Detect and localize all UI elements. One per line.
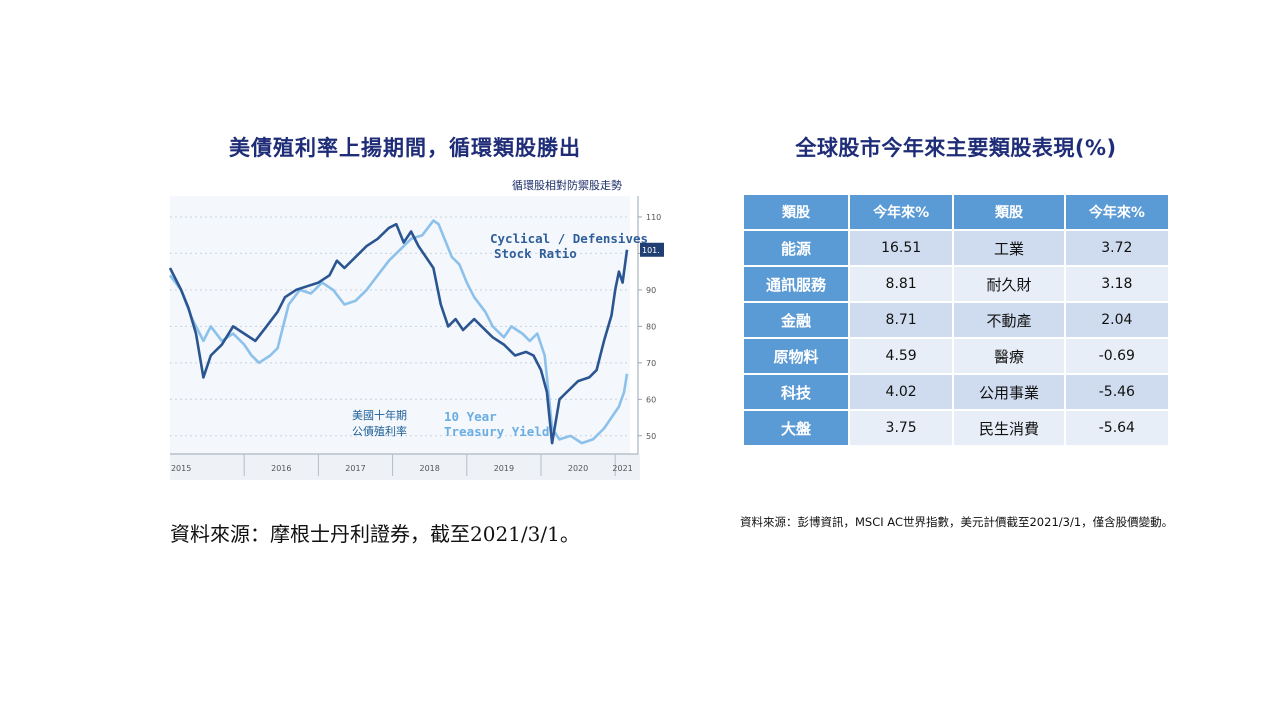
sector-ytd: -0.69 [1063, 337, 1171, 375]
table-row: 能源 16.51 工業 3.72 [742, 229, 1171, 267]
sector-ytd: 16.51 [847, 229, 955, 267]
current-value-label: 101. [642, 246, 660, 255]
sector-ytd: -5.46 [1063, 373, 1171, 411]
header-ytd-1: 今年來% [847, 193, 955, 231]
sector-name: 金融 [742, 301, 850, 339]
sector-name: 工業 [952, 229, 1066, 267]
sector-name: 科技 [742, 373, 850, 411]
left-source-note: 資料來源：摩根士丹利證券，截至2021/3/1。 [170, 522, 580, 546]
plot-background [170, 196, 630, 454]
sector-ytd: 3.18 [1063, 265, 1171, 303]
sector-ytd: 4.59 [847, 337, 955, 375]
sector-name: 通訊服務 [742, 265, 850, 303]
table-header-row: 類股 今年來% 類股 今年來% [742, 193, 1171, 231]
table-row: 原物料 4.59 醫療 -0.69 [742, 337, 1171, 375]
sector-name: 原物料 [742, 337, 850, 375]
sector-name: 不動產 [952, 301, 1066, 339]
table-row: 科技 4.02 公用事業 -5.46 [742, 373, 1171, 411]
sector-name: 大盤 [742, 409, 850, 447]
x-tick-label: 2015 [171, 464, 191, 473]
x-tick-label: 2019 [494, 464, 514, 473]
header-sector-1: 類股 [742, 193, 850, 231]
sector-ytd: 2.04 [1063, 301, 1171, 339]
right-table-title: 全球股市今年來主要類股表現(%) [795, 136, 1117, 160]
sector-name: 民生消費 [952, 409, 1066, 447]
cyclical-en-label-line2: Stock Ratio [494, 246, 577, 261]
treasury-yield-cn-label: 美國十年期 公債殖利率 [352, 408, 442, 440]
y-tick-label: 90 [646, 286, 656, 295]
cyclical-en-label-line1: Cyclical / Defensives [490, 231, 648, 246]
sector-name: 耐久財 [952, 265, 1066, 303]
line-chart-svg: 5060708090100110201520162017201820192020… [168, 196, 664, 480]
y-tick-label: 80 [646, 322, 656, 331]
y-tick-label: 60 [646, 395, 656, 404]
header-ytd-2: 今年來% [1063, 193, 1171, 231]
x-axis-band [170, 454, 640, 480]
y-tick-label: 110 [646, 213, 661, 222]
sector-name: 公用事業 [952, 373, 1066, 411]
table-row: 大盤 3.75 民生消費 -5.64 [742, 409, 1171, 447]
treasury-en-label-line2: Treasury Yield [444, 424, 549, 439]
sector-ytd: 8.71 [847, 301, 955, 339]
sector-ytd: 3.75 [847, 409, 955, 447]
x-tick-label: 2016 [271, 464, 291, 473]
table-row: 金融 8.71 不動產 2.04 [742, 301, 1171, 339]
x-tick-label: 2020 [568, 464, 588, 473]
left-chart-title: 美債殖利率上揚期間，循環類股勝出 [229, 136, 581, 160]
cyclical-ratio-cn-label: 循環股相對防禦股走勢 [512, 179, 622, 192]
x-tick-label: 2021 [612, 464, 632, 473]
sector-name: 能源 [742, 229, 850, 267]
current-value-flag [640, 242, 664, 257]
x-tick-label: 2017 [345, 464, 365, 473]
sector-ytd: 4.02 [847, 373, 955, 411]
right-source-note: 資料來源：彭博資訊，MSCI AC世界指數，美元計價截至2021/3/1，僅含股… [740, 515, 1174, 529]
yield-vs-cyclical-chart: 5060708090100110201520162017201820192020… [168, 186, 668, 484]
sector-performance-table: 類股 今年來% 類股 今年來% 能源 16.51 工業 3.72 通訊服務 8.… [742, 193, 1171, 447]
sector-ytd: 3.72 [1063, 229, 1171, 267]
treasury-cn-line1: 美國十年期 [352, 409, 407, 422]
treasury-en-label-line1: 10 Year [444, 409, 497, 424]
sector-ytd: 8.81 [847, 265, 955, 303]
y-tick-label: 50 [646, 432, 656, 441]
cyclical-ratio-line [168, 222, 629, 445]
table-row: 通訊服務 8.81 耐久財 3.18 [742, 265, 1171, 303]
y-tick-label: 70 [646, 359, 656, 368]
sector-ytd: -5.64 [1063, 409, 1171, 447]
treasury-cn-line2: 公債殖利率 [352, 425, 407, 438]
sector-name: 醫療 [952, 337, 1066, 375]
header-sector-2: 類股 [952, 193, 1066, 231]
x-tick-label: 2018 [419, 464, 439, 473]
treasury-yield-line [168, 219, 629, 445]
